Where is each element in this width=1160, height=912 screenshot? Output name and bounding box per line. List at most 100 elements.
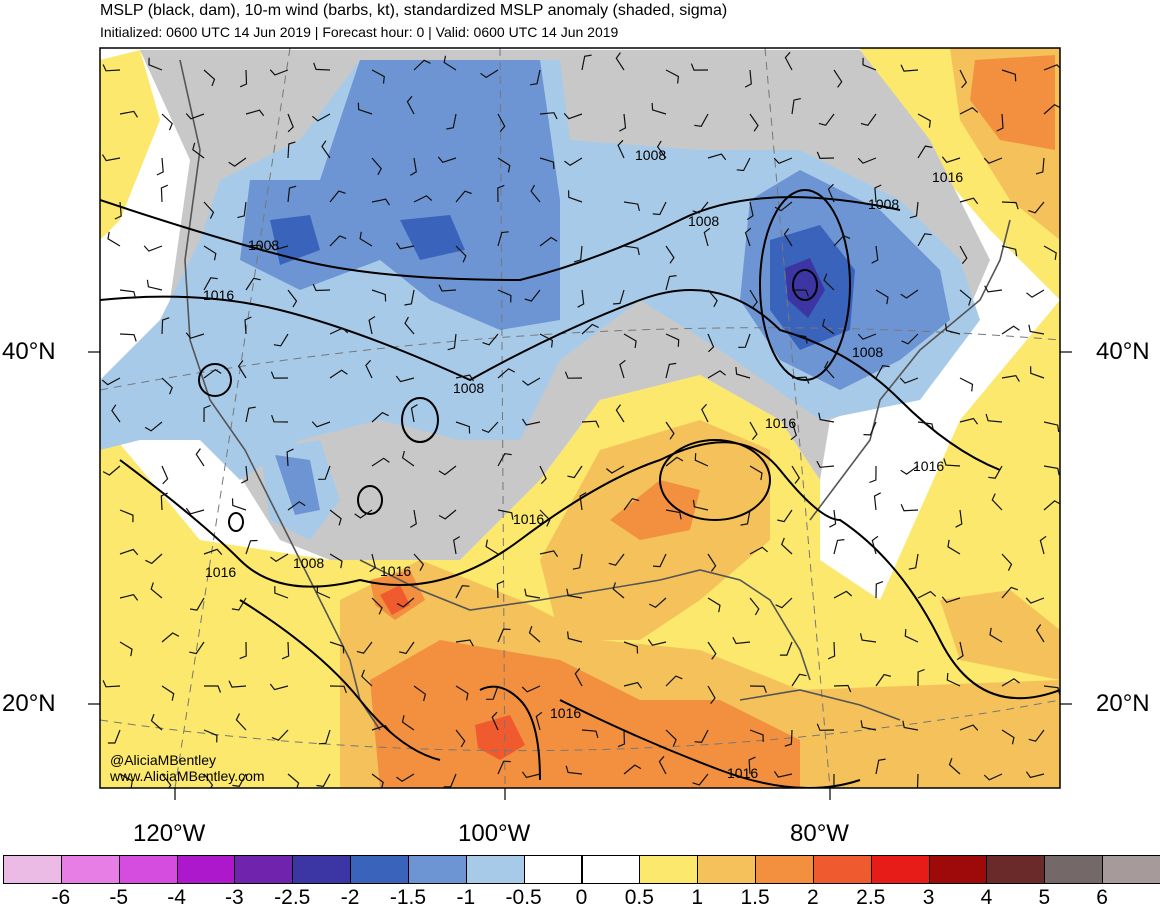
wind-barb: [286, 448, 294, 467]
wind-barb: [623, 641, 639, 654]
wind-barb: [239, 641, 247, 660]
wind-barb: [491, 711, 499, 731]
wind-barb: [665, 729, 677, 747]
wind-barb: [784, 51, 793, 71]
colorbar-label: -1: [456, 886, 476, 909]
wind-barb: [1025, 771, 1045, 779]
wind-barb: [649, 597, 667, 609]
wind-barb: [665, 333, 680, 347]
wind-barb: [564, 371, 583, 379]
wind-barb: [791, 376, 810, 384]
wind-barb: [481, 421, 499, 434]
isobar-label: 1016: [932, 169, 963, 185]
wind-barb: [530, 184, 541, 203]
wind-barb: [869, 465, 877, 484]
wind-barb: [497, 760, 511, 775]
wind-barb: [707, 153, 727, 161]
wind-barb: [329, 509, 342, 526]
wind-barb: [744, 69, 752, 88]
wind-barb: [161, 685, 175, 701]
colorbar-label: 4: [980, 886, 993, 909]
wind-barb: [567, 631, 583, 643]
wind-barb: [102, 465, 121, 476]
wind-barb: [245, 539, 258, 555]
isobar-label: 1016: [205, 564, 236, 580]
wind-barb: [287, 289, 298, 308]
wind-barb: [707, 289, 718, 308]
wind-barb: [455, 245, 467, 263]
wind-barb: [245, 406, 256, 423]
wind-barb: [287, 141, 296, 159]
anomaly-15b: [610, 480, 700, 540]
wind-barb: [522, 377, 541, 386]
wind-barb: [956, 641, 964, 661]
wind-barb: [1043, 500, 1060, 511]
isobar-label: 1008: [293, 555, 324, 571]
wind-barb: [329, 190, 346, 203]
wind-barb: [749, 289, 758, 308]
wind-barb: [774, 201, 793, 212]
credit-site: www.AliciaMBentley.com: [110, 768, 265, 784]
wind-barb: [857, 333, 877, 340]
wind-barb: [281, 641, 290, 660]
wind-barb: [943, 458, 961, 467]
wind-barb: [692, 201, 709, 214]
wind-barb: [791, 673, 807, 687]
wind-barb: [318, 465, 331, 480]
wind-barb: [947, 539, 961, 555]
wind-barb: [455, 729, 466, 748]
wind-barb: [203, 69, 216, 87]
wind-barb: [568, 190, 583, 203]
wind-barb: [665, 456, 684, 467]
wind-barb: [862, 57, 877, 71]
wind-barb: [371, 198, 391, 206]
wind-barb: [860, 720, 877, 731]
west-coast: [179, 59, 381, 731]
wind-barb: [359, 231, 373, 247]
wind-barb: [775, 597, 793, 609]
wind-barb: [231, 498, 247, 511]
wind-barb: [329, 327, 349, 335]
wind-barb: [443, 55, 457, 71]
wind-barb: [665, 245, 675, 264]
colorbar-label: -3: [225, 886, 244, 909]
wind-barb: [1030, 366, 1045, 379]
wind-barb: [145, 553, 163, 565]
wind-barb: [312, 113, 331, 122]
wind-barb: [791, 333, 808, 344]
wind-barb: [321, 140, 331, 159]
wind-barb: [274, 586, 289, 599]
wind-barb: [707, 333, 715, 353]
wind-barb: [404, 289, 415, 306]
wind-barb: [567, 465, 583, 479]
wind-barb: [329, 641, 345, 654]
wind-barb: [150, 582, 163, 599]
credit-handle: @AliciaMBentley: [110, 752, 217, 768]
isobar-label: 1016: [550, 705, 581, 721]
wind-barb: [816, 723, 835, 731]
wind-barb: [161, 632, 180, 643]
wind-barb: [941, 156, 961, 163]
wind-barb: [437, 156, 457, 163]
wind-barb: [945, 323, 961, 335]
wind-barb: [606, 465, 625, 474]
wind-barb: [371, 289, 387, 302]
wind-barb: [917, 590, 937, 599]
wind-barb: [983, 157, 1003, 164]
wind-barb: [989, 627, 1003, 643]
colorbar-swatch: [812, 855, 872, 884]
wind-barb: [917, 145, 933, 159]
wind-barb: [316, 585, 331, 599]
wind-barb: [273, 333, 289, 347]
wind-barb: [311, 421, 331, 428]
wind-barb: [119, 641, 133, 657]
lat-label-left: 40°N: [2, 338, 56, 365]
wind-barb: [581, 323, 599, 335]
wind-barb: [857, 157, 877, 164]
colorbar-label: 3: [922, 886, 935, 909]
isobar-label: 1016: [380, 563, 411, 579]
cuba: [739, 689, 901, 721]
wind-barb: [566, 588, 583, 599]
wind-barb: [665, 275, 677, 291]
anomaly-05-west: [100, 50, 160, 240]
